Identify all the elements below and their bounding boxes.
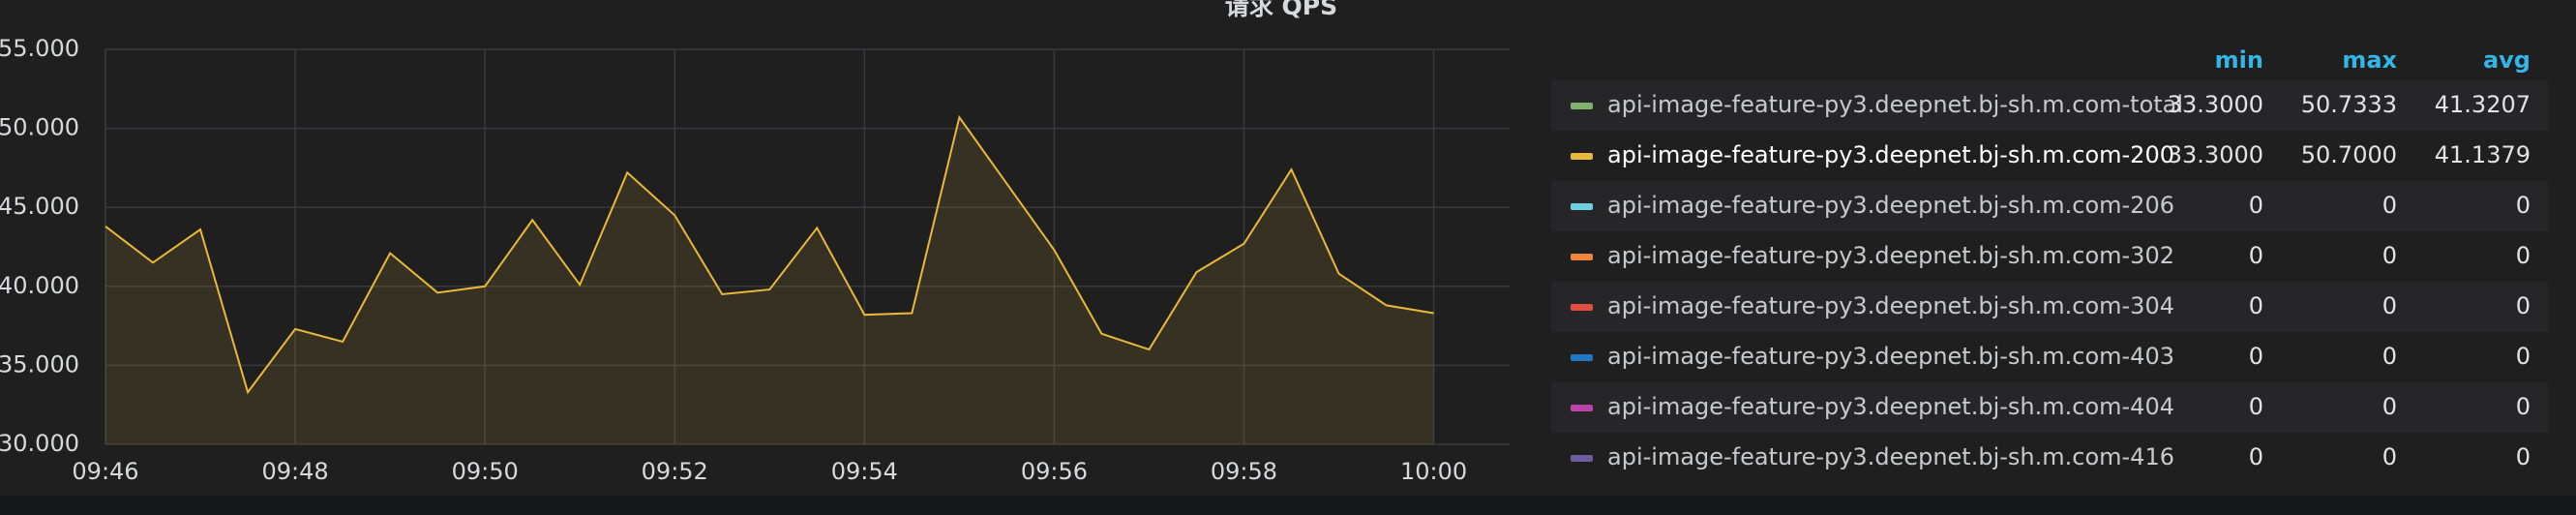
legend-max: 0 [2382,292,2397,319]
legend-swatch [1571,455,1593,462]
legend-min: 0 [2249,192,2263,219]
y-tick-label: 55.000 [0,35,79,62]
y-tick-label: 45.000 [0,193,79,220]
legend-min: 0 [2249,393,2263,420]
legend-header: max [2342,46,2397,74]
legend-max: 0 [2382,393,2397,420]
chart-title: 请求 QPS [1225,0,1337,20]
legend-row-background [1551,181,2548,231]
legend-min: 0 [2249,443,2263,470]
legend-max: 0 [2382,192,2397,219]
legend-swatch [1571,203,1593,210]
legend-avg: 0 [2516,393,2531,420]
legend-header: min [2215,46,2263,74]
legend-avg: 0 [2516,343,2531,370]
legend-row-background [1551,80,2548,131]
legend-max: 50.7000 [2301,141,2397,168]
x-tick-label: 10:00 [1400,458,1467,485]
legend-swatch [1571,153,1593,160]
legend-header: avg [2483,46,2531,74]
x-tick-label: 09:50 [452,458,519,485]
legend-min: 33.3000 [2168,91,2263,118]
x-tick-label: 09:48 [261,458,328,485]
legend-max: 0 [2382,443,2397,470]
legend-max: 0 [2382,242,2397,269]
legend-name: api-image-feature-py3.deepnet.bj-sh.m.co… [1607,141,2174,168]
legend-avg: 0 [2516,192,2531,219]
legend-name: api-image-feature-py3.deepnet.bj-sh.m.co… [1607,192,2174,219]
legend-avg: 0 [2516,443,2531,470]
legend-name: api-image-feature-py3.deepnet.bj-sh.m.co… [1607,443,2174,470]
y-tick-label: 30.000 [0,430,79,457]
legend-swatch [1571,354,1593,361]
y-tick-label: 50.000 [0,114,79,141]
legend-name: api-image-feature-py3.deepnet.bj-sh.m.co… [1607,292,2174,319]
legend-swatch [1571,304,1593,311]
legend-name: api-image-feature-py3.deepnet.bj-sh.m.co… [1607,91,2183,118]
x-tick-label: 09:46 [72,458,138,485]
legend-max: 0 [2382,343,2397,370]
y-tick-label: 35.000 [0,350,79,378]
series-area [105,117,1434,445]
x-tick-label: 09:52 [642,458,708,485]
legend-min: 0 [2249,242,2263,269]
x-tick-label: 09:56 [1021,458,1088,485]
legend-name: api-image-feature-py3.deepnet.bj-sh.m.co… [1607,242,2174,269]
x-tick-label: 09:54 [831,458,898,485]
legend-max: 50.7333 [2301,91,2397,118]
x-tick-label: 09:58 [1211,458,1277,485]
series-line [105,114,1434,395]
legend-avg: 41.3207 [2435,91,2531,118]
legend-swatch [1571,103,1593,109]
legend-swatch [1571,405,1593,411]
legend-avg: 41.1379 [2435,141,2531,168]
legend-min: 0 [2249,343,2263,370]
legend-row-background [1551,382,2548,433]
legend-swatch [1571,254,1593,260]
legend-avg: 0 [2516,292,2531,319]
legend-name: api-image-feature-py3.deepnet.bj-sh.m.co… [1607,343,2174,370]
legend-min: 33.3000 [2168,141,2263,168]
legend-avg: 0 [2516,242,2531,269]
legend-name: api-image-feature-py3.deepnet.bj-sh.m.co… [1607,393,2174,420]
y-tick-label: 40.000 [0,272,79,299]
legend-row-background [1551,282,2548,332]
legend-min: 0 [2249,292,2263,319]
